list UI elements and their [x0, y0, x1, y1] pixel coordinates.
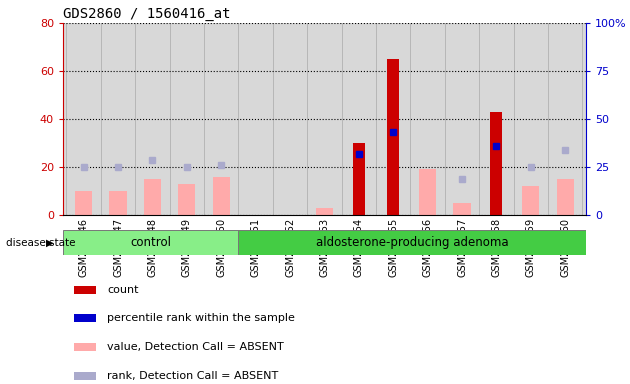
Bar	[557, 179, 574, 215]
Text: disease state: disease state	[6, 238, 76, 248]
Bar	[74, 314, 96, 323]
Bar	[63, 230, 238, 255]
Bar	[178, 184, 195, 215]
Bar	[387, 59, 399, 215]
Bar	[522, 186, 539, 215]
Bar	[316, 208, 333, 215]
Bar	[74, 372, 96, 380]
Text: ▶: ▶	[46, 238, 54, 248]
Text: rank, Detection Call = ABSENT: rank, Detection Call = ABSENT	[107, 371, 278, 381]
Bar	[110, 191, 127, 215]
Bar	[490, 112, 503, 215]
Bar	[75, 191, 92, 215]
Text: GDS2860 / 1560416_at: GDS2860 / 1560416_at	[63, 7, 231, 21]
Text: aldosterone-producing adenoma: aldosterone-producing adenoma	[316, 237, 508, 249]
Text: percentile rank within the sample: percentile rank within the sample	[107, 313, 295, 323]
Bar	[144, 179, 161, 215]
Bar	[353, 143, 365, 215]
Bar	[74, 343, 96, 351]
Bar	[454, 203, 471, 215]
Bar	[74, 286, 96, 294]
Bar	[238, 230, 586, 255]
Text: count: count	[107, 285, 139, 295]
Text: control: control	[130, 237, 171, 249]
Text: value, Detection Call = ABSENT: value, Detection Call = ABSENT	[107, 342, 284, 352]
Bar	[419, 169, 436, 215]
Bar	[213, 177, 230, 215]
